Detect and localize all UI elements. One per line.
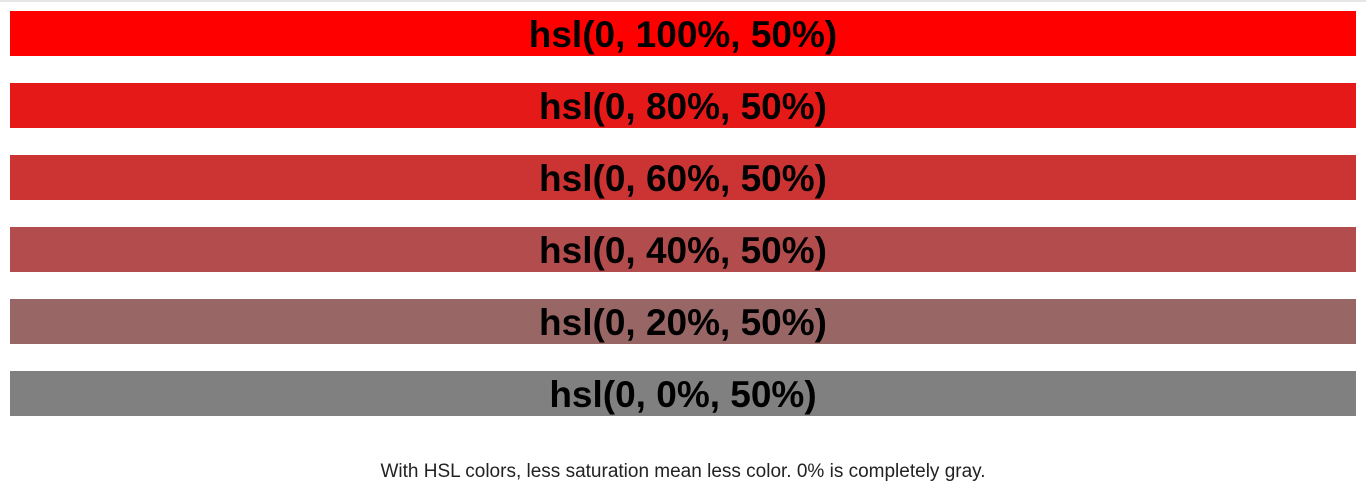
- swatch-list: hsl(0, 100%, 50%) hsl(0, 80%, 50%) hsl(0…: [10, 11, 1356, 443]
- swatch-saturation-40: hsl(0, 40%, 50%): [10, 227, 1356, 272]
- swatch-saturation-100: hsl(0, 100%, 50%): [10, 11, 1356, 56]
- swatch-saturation-80: hsl(0, 80%, 50%): [10, 83, 1356, 128]
- swatch-saturation-60: hsl(0, 60%, 50%): [10, 155, 1356, 200]
- swatch-saturation-0: hsl(0, 0%, 50%): [10, 371, 1356, 416]
- caption-text: With HSL colors, less saturation mean le…: [380, 461, 986, 482]
- top-border: [0, 0, 1366, 2]
- swatch-saturation-20: hsl(0, 20%, 50%): [10, 299, 1356, 344]
